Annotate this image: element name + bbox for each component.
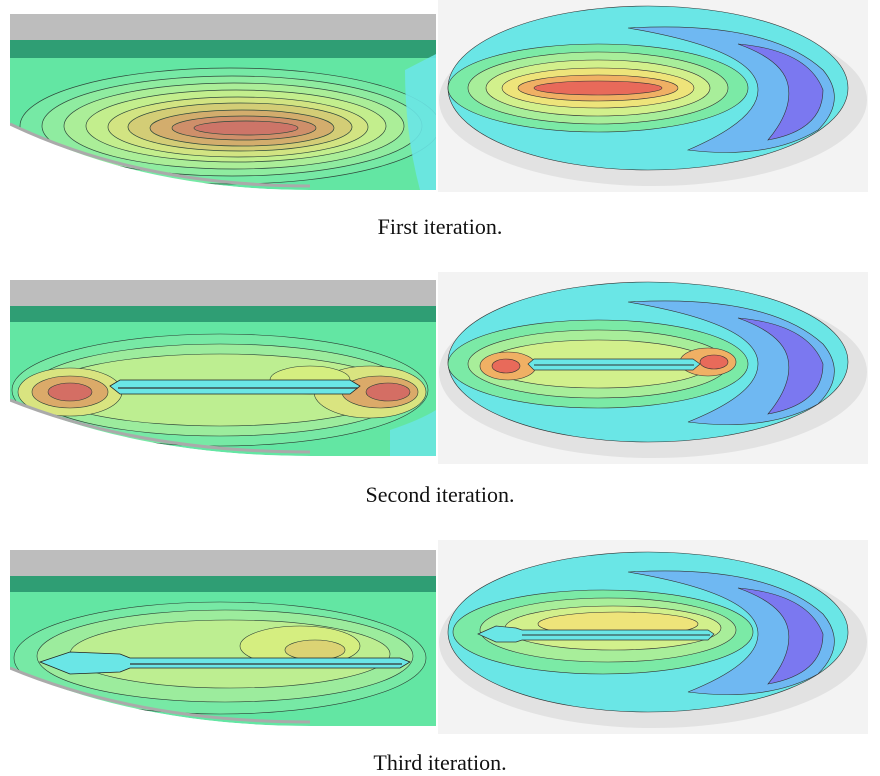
- row-1-top-contour-plot: [438, 0, 868, 192]
- row-2-side-view: [10, 280, 436, 456]
- row-3-top-contour-plot: [438, 540, 868, 734]
- row-1-caption: First iteration.: [377, 214, 503, 239]
- row-1-top-view: [438, 0, 868, 192]
- row-3-caption: Third iteration.: [373, 750, 507, 775]
- figure-row-3: Third iteration.: [0, 540, 880, 776]
- row-1-side-view: [10, 14, 436, 190]
- row-3-top-view: [438, 540, 868, 734]
- row-2-top-view: [438, 272, 868, 464]
- row-3-side-contour-plot: [10, 550, 436, 726]
- row-2-caption: Second iteration.: [365, 482, 515, 507]
- row-2-top-contour-plot: [438, 272, 868, 464]
- row-1-side-contour-plot: [10, 14, 436, 190]
- row-2-side-contour-plot: [10, 280, 436, 456]
- figure-row-1: First iteration.: [0, 0, 880, 240]
- row-3-side-view: [10, 550, 436, 726]
- figure-row-2: Second iteration.: [0, 272, 880, 512]
